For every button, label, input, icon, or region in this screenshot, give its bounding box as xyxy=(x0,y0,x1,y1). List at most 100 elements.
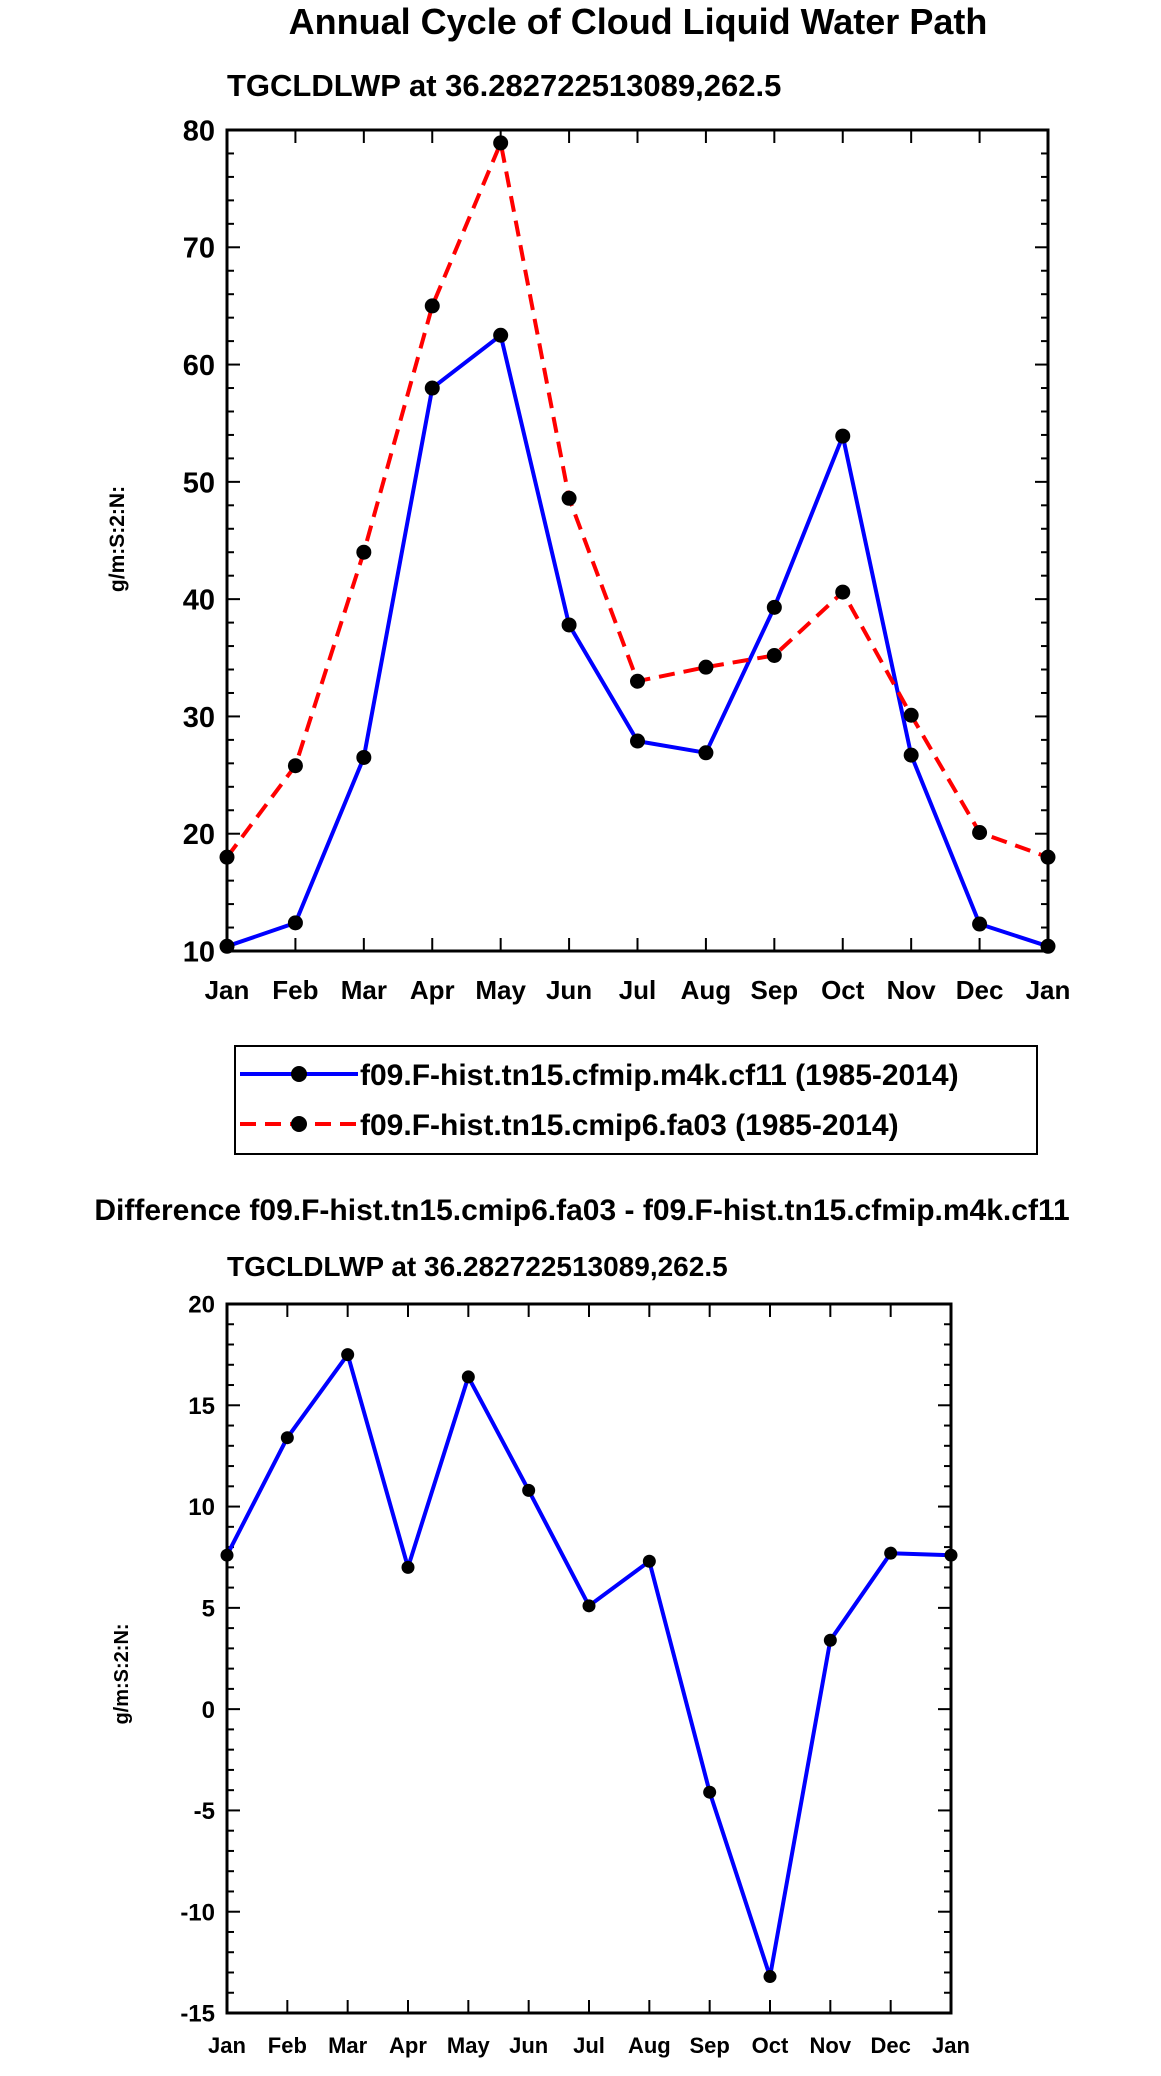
chart1-point-s0-9 xyxy=(835,428,851,444)
chart2-xtick-label: Jan xyxy=(208,2033,246,2058)
chart1-point-s1-6 xyxy=(630,673,645,689)
chart2-ytick-label: 10 xyxy=(188,1494,215,1521)
chart2-point-s0-5 xyxy=(522,1483,536,1497)
chart1-point-s0-1 xyxy=(287,915,303,931)
chart2-xtick-label: Mar xyxy=(328,2033,368,2058)
legend-marker-model-b xyxy=(291,1116,307,1132)
chart1-markers xyxy=(219,135,1056,954)
chart2-xtick-label: May xyxy=(447,2033,491,2058)
chart1-point-s1-9 xyxy=(835,584,851,600)
chart2-series xyxy=(225,1352,952,1979)
chart2-point-s0-3 xyxy=(401,1560,415,1574)
chart2-xtick-label: Apr xyxy=(389,2033,427,2058)
chart1-point-s0-4 xyxy=(493,327,509,343)
chart2-series-line-0 xyxy=(225,1352,952,1979)
chart2-header: Difference f09.F-hist.tn15.cmip6.fa03 - … xyxy=(94,1194,1069,1227)
chart2-point-s0-8 xyxy=(703,1785,717,1799)
chart-difference: Difference f09.F-hist.tn15.cmip6.fa03 - … xyxy=(94,1194,1069,2058)
chart1-plot-frame xyxy=(225,128,1050,953)
chart1-xtick-label: Aug xyxy=(681,975,732,1005)
legend-label-model-a: f09.F-hist.tn15.cfmip.m4k.cf11 (1985-201… xyxy=(360,1059,959,1092)
chart2-ytick-label: 15 xyxy=(188,1393,215,1420)
chart1-xtick-label: Jun xyxy=(546,975,592,1005)
chart1-ytick-label: 60 xyxy=(183,350,215,382)
chart1-xtick-label: Jul xyxy=(619,975,657,1005)
chart1-ytick-label: 10 xyxy=(183,936,215,968)
chart2-point-s0-4 xyxy=(461,1370,475,1384)
chart1-point-s0-6 xyxy=(630,733,645,749)
chart2-markers xyxy=(220,1348,958,1984)
chart1-point-s0-3 xyxy=(424,380,440,396)
chart2-ytick-label: 5 xyxy=(202,1595,215,1622)
chart2-xtick-label: Jan xyxy=(932,2033,970,2058)
chart2-yticklabels: -15 -10 -5 0 5 10 15 20 xyxy=(180,1292,215,2028)
chart1-ytick-label: 70 xyxy=(183,233,215,265)
chart1-xtick-label: Oct xyxy=(821,975,865,1005)
chart1-series-line-1 xyxy=(225,140,1049,860)
chart2-plot-frame xyxy=(225,1302,953,2015)
chart2-xtick-label: Oct xyxy=(752,2033,789,2058)
chart1-point-s0-5 xyxy=(561,617,577,633)
chart2-point-s0-9 xyxy=(763,1970,777,1984)
chart1-point-s1-2 xyxy=(356,544,372,560)
chart1-point-s0-11 xyxy=(972,916,988,932)
chart1-xtick-label: Mar xyxy=(341,975,387,1005)
chart2-point-s0-11 xyxy=(884,1546,898,1560)
chart2-ytick-label: 20 xyxy=(188,1292,215,1319)
chart2-point-s0-7 xyxy=(642,1554,656,1568)
chart1-point-s1-3 xyxy=(424,298,440,314)
chart2-xtick-label: Aug xyxy=(628,2033,671,2058)
chart1-point-s1-4 xyxy=(493,135,509,151)
chart2-ylabel: g/m:S:2:N: xyxy=(111,1623,133,1724)
chart2-ytick-label: -15 xyxy=(180,2001,215,2028)
chart1-xtick-label: Feb xyxy=(272,975,318,1005)
chart2-xtick-label: Jul xyxy=(573,2033,605,2058)
chart1-xticklabels: Jan Feb Mar Apr May Jun Jul Aug Sep Oct Nov Dec Jan xyxy=(205,975,1071,1005)
chart1-point-s1-8 xyxy=(766,647,782,663)
chart1-xtick-label: Nov xyxy=(887,975,937,1005)
chart1-ytick-label: 20 xyxy=(183,819,215,851)
legend-box xyxy=(234,1045,1038,1155)
chart2-axes xyxy=(226,1303,952,2014)
chart1-point-s1-1 xyxy=(287,758,303,774)
chart2-point-s0-2 xyxy=(341,1348,355,1362)
chart2-point-s0-6 xyxy=(582,1599,596,1613)
chart1-ylabel: g/m:S:2:N: xyxy=(106,486,129,592)
chart1-xtick-label: Dec xyxy=(956,975,1004,1005)
chart2-point-s0-1 xyxy=(280,1431,294,1445)
chart2-ytick-label: -10 xyxy=(180,1899,215,1926)
chart1-series-line-0 xyxy=(226,333,1049,949)
chart1-ytick-label: 40 xyxy=(183,585,215,617)
chart1-point-s1-10 xyxy=(903,707,919,723)
chart1-point-s1-11 xyxy=(972,825,988,841)
main-title: Annual Cycle of Cloud Liquid Water Path xyxy=(289,1,988,42)
chart2-xtick-label: Jun xyxy=(509,2033,548,2058)
chart1-xtick-label: Jan xyxy=(205,975,250,1005)
chart2-ytick-label: -5 xyxy=(194,1798,215,1825)
chart1-ytick-label: 30 xyxy=(183,702,215,734)
chart1-point-s0-8 xyxy=(766,599,782,615)
chart1-yticklabels: 10 20 30 40 50 60 70 80 xyxy=(183,115,215,968)
chart1-point-s1-5 xyxy=(561,490,577,506)
chart1-xtick-label: Sep xyxy=(750,975,798,1005)
chart2-xtick-label: Nov xyxy=(810,2033,852,2058)
chart1-xtick-label: Jan xyxy=(1026,975,1071,1005)
chart2-xtick-label: Feb xyxy=(268,2033,307,2058)
legend: f09.F-hist.tn15.cfmip.m4k.cf11 (1985-201… xyxy=(234,1045,1038,1155)
chart1-point-s0-2 xyxy=(356,749,372,765)
chart1-point-s0-10 xyxy=(903,747,919,763)
chart1-xtick-label: Apr xyxy=(410,975,455,1005)
chart2-ytick-label: 0 xyxy=(202,1697,215,1724)
chart1-point-s0-7 xyxy=(698,745,714,761)
chart2-xtick-label: Sep xyxy=(689,2033,729,2058)
chart1-axes xyxy=(226,129,1049,952)
legend-marker-model-a xyxy=(291,1066,307,1082)
chart2-subtitle: TGCLDLWP at 36.282722513089,262.5 xyxy=(227,1251,728,1282)
chart2-xtick-label: Dec xyxy=(870,2033,910,2058)
chart1-point-s1-7 xyxy=(698,659,714,675)
chart1-xtick-label: May xyxy=(475,975,526,1005)
chart1-subtitle: TGCLDLWP at 36.282722513089,262.5 xyxy=(227,68,781,103)
chart-annual-cycle: TGCLDLWP at 36.282722513089,262.5 g/m:S:… xyxy=(106,68,1070,1005)
chart1-series xyxy=(225,140,1049,949)
